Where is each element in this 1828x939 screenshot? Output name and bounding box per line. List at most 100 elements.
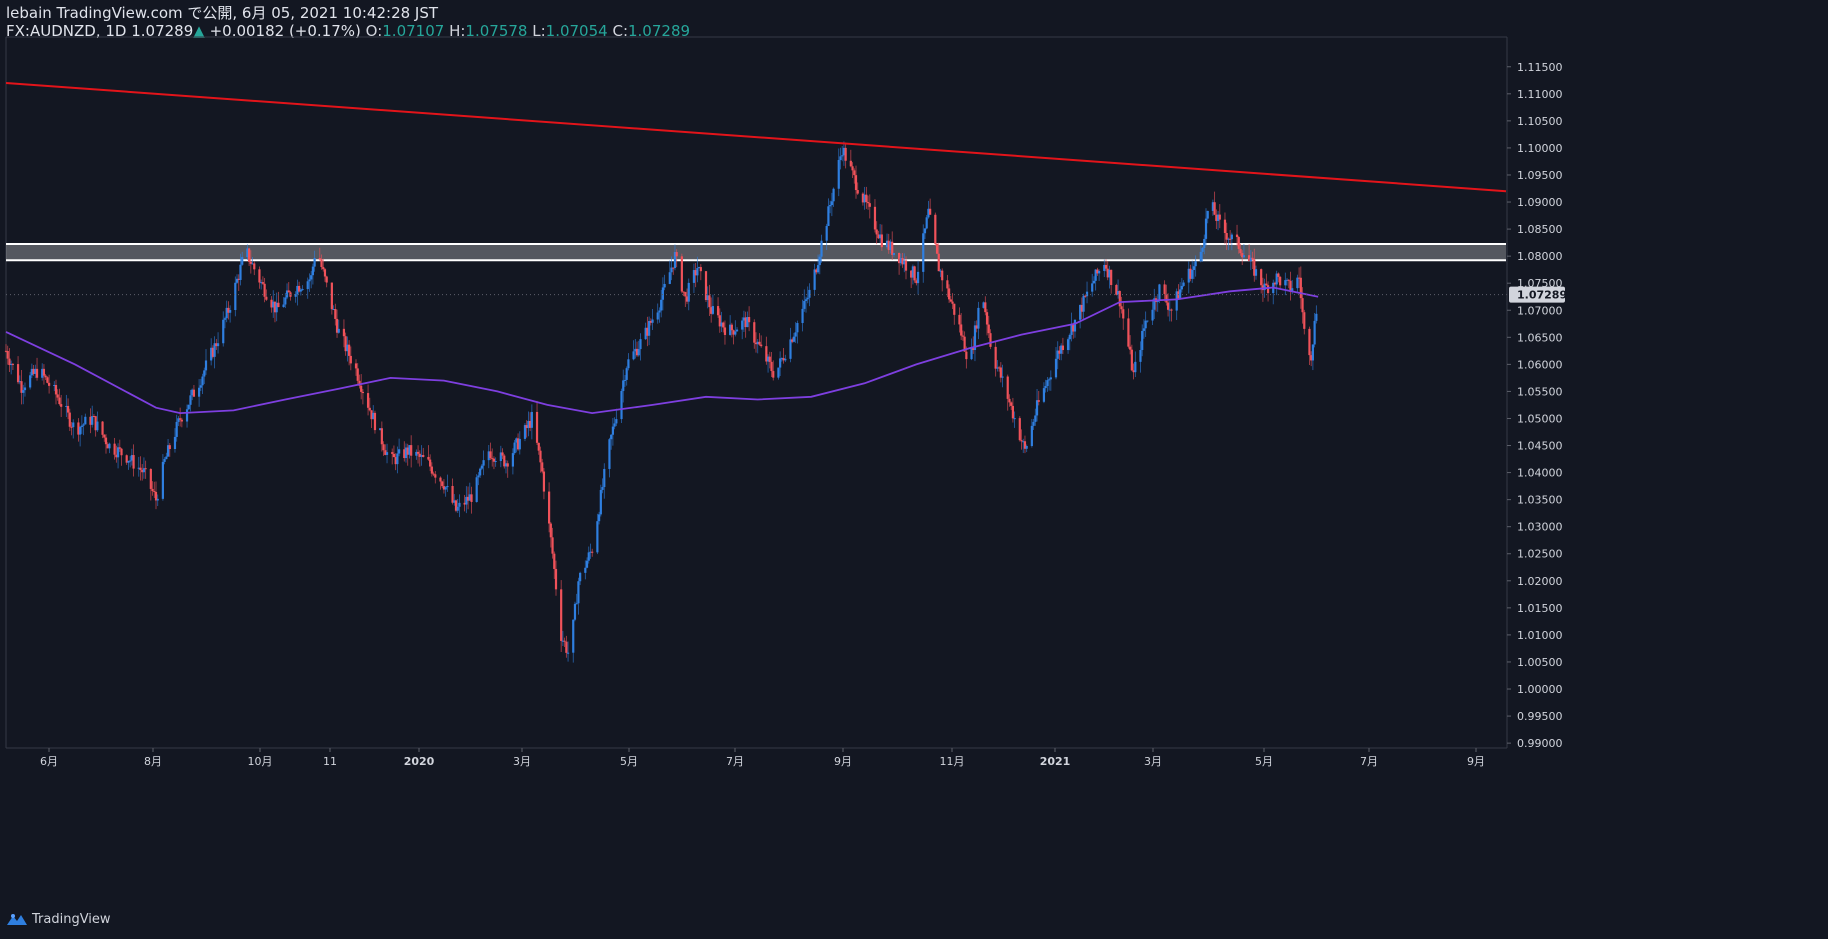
candle-body <box>1129 346 1132 350</box>
candle-body <box>648 321 651 336</box>
candle-body <box>829 205 832 207</box>
candle-body <box>1042 388 1046 402</box>
candle-body <box>511 453 514 467</box>
last-price-tag[interactable]: 1.07289 <box>1509 286 1567 303</box>
candle-body <box>972 348 975 350</box>
candle-body <box>877 234 880 239</box>
candle-body <box>46 377 49 383</box>
candle-body <box>922 233 925 272</box>
candle-body <box>299 289 302 292</box>
candle-body <box>79 426 82 435</box>
candle-body <box>560 589 563 641</box>
candle-body <box>734 331 737 335</box>
candle-body <box>635 348 639 356</box>
candle-body <box>11 363 14 365</box>
candle-body <box>901 258 904 265</box>
candle-body <box>832 188 835 202</box>
candle-body <box>551 537 554 554</box>
candle-body <box>494 461 497 463</box>
candle-body <box>1116 291 1120 295</box>
candle-body <box>442 486 446 490</box>
candle-body <box>861 193 864 203</box>
time-tick-label: 11 <box>323 755 337 768</box>
price-tick-label: 1.01500 <box>1517 602 1563 615</box>
candle-body <box>210 347 213 361</box>
candle-body <box>989 333 992 347</box>
candle-body <box>1187 268 1190 283</box>
candle-body <box>875 229 878 235</box>
candle-body <box>1311 344 1314 361</box>
candle-body <box>263 283 266 297</box>
moving-average-line[interactable] <box>5 286 1319 415</box>
candle-body <box>273 301 277 313</box>
candle-body <box>356 368 359 381</box>
price-axis[interactable]: 1.11500 1.11000 1.10500 1.10000 1.09500 1.090… <box>1506 37 1567 750</box>
candle-body <box>180 419 183 422</box>
candle-body <box>42 368 46 376</box>
candle-body <box>451 485 454 503</box>
candle-body <box>108 443 111 449</box>
candle-body <box>348 344 351 356</box>
symbol-line: FX:AUDNZD, 1D 1.07289▲ +0.00182 (+0.17%)… <box>6 22 690 40</box>
candle-body <box>601 487 604 490</box>
candle-body <box>818 256 821 266</box>
time-tick-label: 7月 <box>726 755 744 768</box>
candle-body <box>1025 446 1028 449</box>
candle-body <box>48 382 51 386</box>
candle-body <box>1079 304 1082 320</box>
candle-body <box>1141 330 1144 351</box>
price-tick-label: 1.00000 <box>1517 683 1563 696</box>
last-price-tag-label: 1.07289 <box>1517 289 1567 302</box>
candle-body <box>392 453 396 458</box>
candle-body <box>998 367 1001 369</box>
plot-area[interactable] <box>4 36 1507 748</box>
candle-body <box>1313 320 1316 345</box>
candle-body <box>553 553 556 569</box>
candle-body <box>716 306 720 316</box>
candle-body <box>820 240 823 257</box>
candle-body <box>589 551 592 553</box>
candle-body <box>203 370 206 377</box>
candle-body <box>539 450 542 463</box>
close-value: 1.07289 <box>628 22 691 40</box>
candle-body <box>977 307 980 329</box>
time-axis[interactable]: 6月 8月 10月 11 2020 3月 5月 7月 9月 11月 2021 3月 5月 7月 9月 <box>6 747 1507 768</box>
candle-body <box>963 336 966 352</box>
candle-body <box>970 348 973 360</box>
candle-body <box>334 309 337 319</box>
candle-body <box>1110 269 1113 286</box>
footer-brand[interactable]: TradingView <box>6 912 111 927</box>
candle-body <box>779 358 782 368</box>
descending-trendline[interactable] <box>5 81 1507 193</box>
candle-body <box>953 303 956 315</box>
candle-body <box>754 342 758 345</box>
candle-body <box>639 339 642 350</box>
resistance-zone[interactable] <box>6 243 1506 261</box>
candle-body <box>1066 339 1070 351</box>
candle-body <box>330 282 333 310</box>
candle-body <box>398 449 401 454</box>
candle-body <box>215 343 218 347</box>
candle-body <box>1011 405 1014 419</box>
candle-body <box>34 368 37 374</box>
candle-body <box>453 500 456 503</box>
candle-body <box>246 248 249 258</box>
candle-body <box>272 301 275 308</box>
candle-body <box>525 425 528 429</box>
candle-body <box>379 428 382 431</box>
price-tick-label: 1.06500 <box>1517 331 1563 344</box>
candle-body <box>301 289 304 291</box>
candle-body <box>192 389 196 397</box>
candle-body <box>101 421 104 435</box>
candle-body <box>1127 318 1130 347</box>
candle-body <box>994 346 997 369</box>
candle-body <box>1273 282 1277 285</box>
candle-body <box>1106 268 1109 278</box>
low-value: 1.07054 <box>545 22 608 40</box>
price-tick-label: 1.10500 <box>1517 115 1563 128</box>
candle-body <box>610 434 613 440</box>
time-tick-label: 9月 <box>834 755 852 768</box>
candle-body <box>372 412 375 420</box>
candle-body <box>746 317 749 328</box>
